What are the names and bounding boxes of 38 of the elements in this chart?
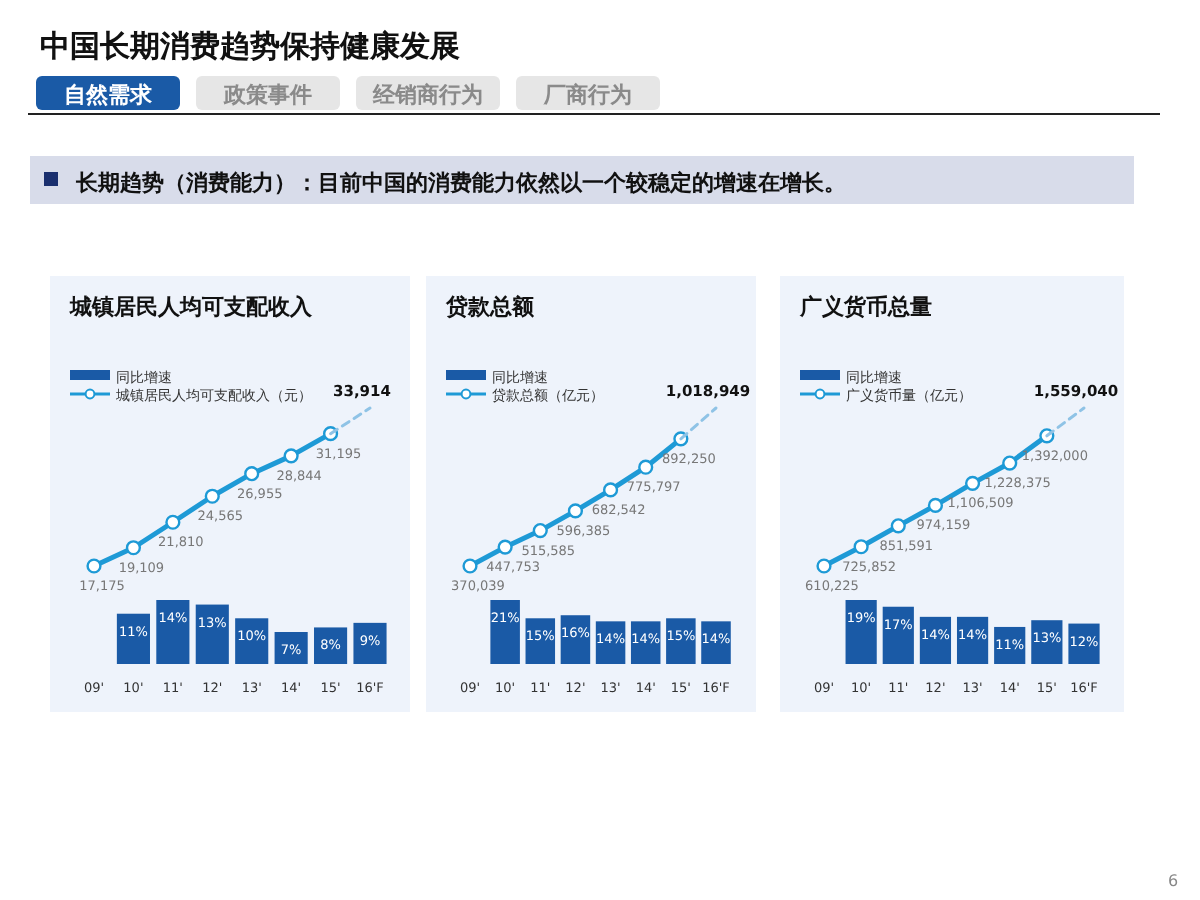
point bbox=[532, 522, 548, 539]
point bbox=[204, 488, 220, 504]
text: 中国长期消费趋势保持健康发展 bbox=[40, 28, 460, 64]
text: 长期趋势（消费能力）：目前中国的消费能力依然以一个较稳定的增速在增长。 bbox=[74, 170, 846, 196]
point bbox=[165, 514, 181, 530]
text: 厂商行为 bbox=[542, 82, 632, 108]
point bbox=[853, 539, 869, 555]
point bbox=[567, 503, 584, 519]
chart-title: 广义货币总量 bbox=[798, 294, 932, 320]
point bbox=[964, 475, 981, 491]
bar bbox=[195, 604, 229, 664]
bar bbox=[156, 600, 190, 664]
text: 自然需求 bbox=[64, 82, 154, 108]
bar bbox=[116, 613, 150, 664]
point bbox=[816, 558, 832, 574]
point bbox=[927, 497, 944, 513]
point bbox=[1002, 455, 1018, 471]
bar bbox=[314, 627, 348, 664]
point bbox=[86, 558, 102, 574]
chart-title: 贷款总额 bbox=[444, 294, 536, 320]
bar bbox=[882, 606, 914, 664]
text: 6 bbox=[1168, 872, 1179, 890]
point bbox=[497, 539, 513, 555]
point bbox=[462, 558, 478, 574]
bar bbox=[845, 600, 877, 664]
bar bbox=[666, 618, 696, 664]
point bbox=[638, 459, 654, 475]
point bbox=[283, 448, 299, 464]
point bbox=[125, 540, 142, 556]
bar bbox=[353, 622, 387, 664]
point bbox=[244, 466, 260, 482]
chart-title: 城镇居民人均可支配收入 bbox=[68, 294, 314, 320]
text: 经销商行为 bbox=[371, 82, 483, 108]
text: 政策事件 bbox=[222, 82, 312, 108]
point bbox=[602, 482, 619, 498]
point bbox=[890, 518, 906, 534]
bar bbox=[490, 600, 520, 664]
bar bbox=[701, 621, 731, 664]
